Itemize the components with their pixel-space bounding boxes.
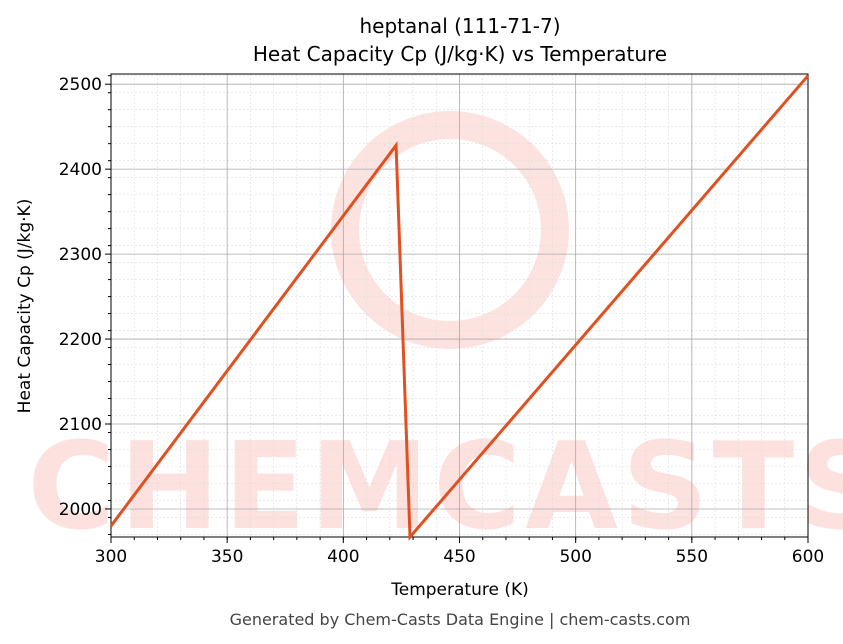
chart-title: heptanal (111-71-7) — [359, 14, 560, 38]
footer-text: Generated by Chem-Casts Data Engine | ch… — [230, 610, 691, 629]
x-tick-label: 350 — [211, 547, 243, 567]
watermark: CHEMCASTS — [27, 111, 843, 557]
y-tick-label: 2200 — [59, 330, 102, 350]
svg-text:CHEMCASTS: CHEMCASTS — [27, 418, 843, 557]
x-tick-label: 600 — [792, 547, 824, 567]
y-tick-label: 2400 — [59, 160, 102, 180]
x-tick-label: 300 — [95, 547, 127, 567]
y-tick-label: 2500 — [59, 75, 102, 95]
y-tick-label: 2000 — [59, 500, 102, 520]
x-tick-label: 550 — [676, 547, 708, 567]
y-tick-label: 2300 — [59, 245, 102, 265]
x-axis-label: Temperature (K) — [390, 580, 529, 600]
y-tick-label: 2100 — [59, 415, 102, 435]
x-tick-label: 400 — [327, 547, 359, 567]
series-line-cp — [109, 74, 810, 541]
chart-subtitle: Heat Capacity Cp (J/kg·K) vs Temperature — [253, 42, 667, 66]
x-tick-label: 500 — [559, 547, 591, 567]
y-axis-label: Heat Capacity Cp (J/kg·K) — [15, 199, 35, 414]
x-tick-label: 450 — [443, 547, 475, 567]
